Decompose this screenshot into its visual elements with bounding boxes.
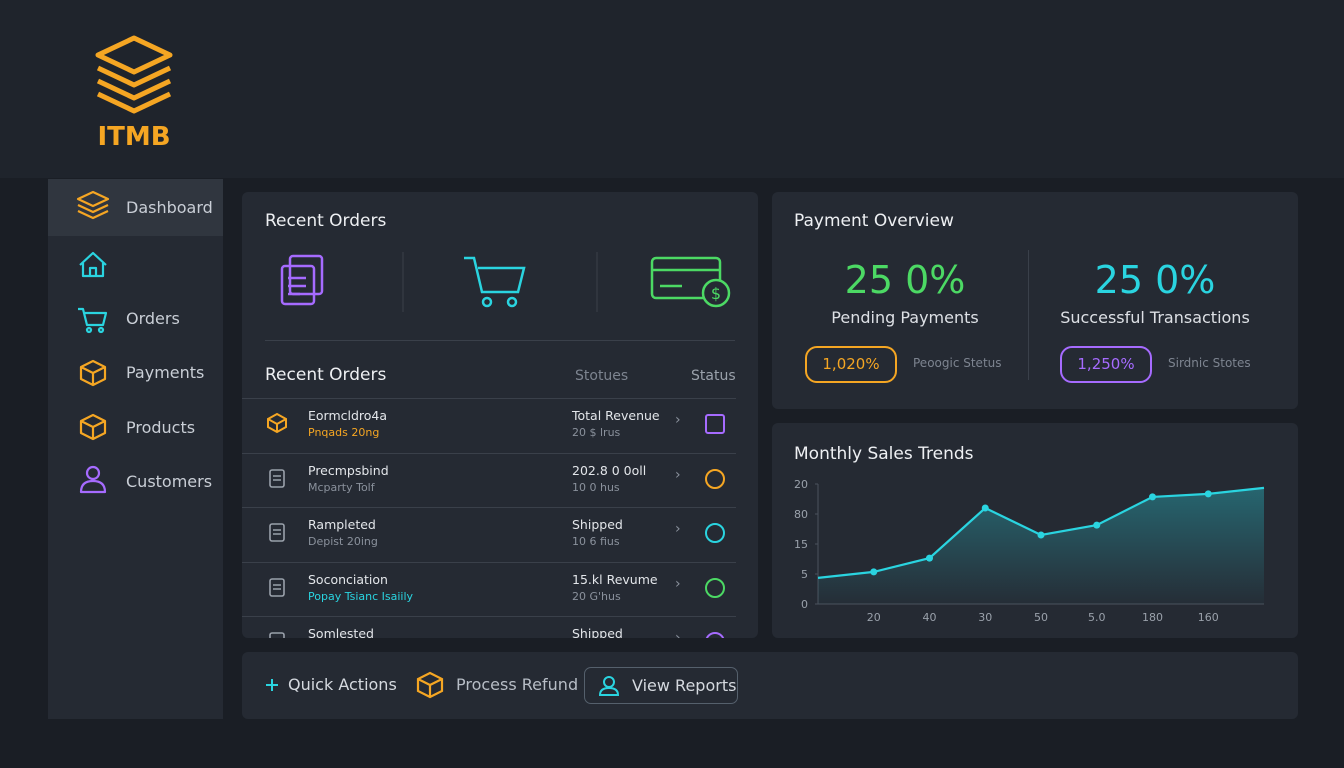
order-info-sub: 10 6 fius [572,535,620,548]
order-name: Rampleted [308,517,376,532]
logo-icon: ITMB [95,35,173,150]
row-icon [266,521,288,543]
view-reports-button[interactable]: View Reports [584,667,738,704]
column-header: Status [691,368,736,384]
sidebar-active [48,179,223,236]
order-name: Precmpsbind [308,462,389,478]
button-label[interactable]: View Reports [632,676,737,695]
chevron: › [675,521,681,537]
order-name: Eormcldro4a [308,408,388,423]
status-icon [705,523,725,543]
order-info-sub: 20 $ lrus [572,426,621,439]
order-info-sub: 20 G'hus [572,589,621,603]
nav-item[interactable]: Dashboard [126,198,213,217]
row-divider [242,507,736,508]
chevron: › [675,575,681,592]
point [1204,490,1212,498]
order-name: Soconciation [308,571,388,587]
chevron: › [675,630,681,638]
recent-orders-card: Recent Orders $ Recent Orders Stotues St… [242,192,758,638]
order-info: Shipped [572,626,623,638]
y-tick-label: 0 [801,598,808,611]
y-tick-label: 15 [794,538,808,551]
stat-badge: 1,250% [1060,346,1152,383]
header [0,0,1344,178]
divider [1028,250,1029,380]
status-icon [705,468,725,489]
x-tick-label: 5.0 [1088,611,1106,624]
nav-item[interactable]: Payments [126,363,205,382]
row-divider [242,398,736,399]
row-icon [266,467,288,489]
point [1149,493,1156,501]
x-tick-label: 30 [978,611,992,624]
point [1037,531,1045,539]
stat-note: Peoogic Stetus [913,356,1002,370]
svg-text:$: $ [711,284,721,303]
point [926,554,933,562]
row-divider [242,616,736,617]
row-icon [266,630,288,638]
chart-title: Monthly Sales Trends [794,444,974,464]
point [870,568,878,576]
stat-value: 25 0% [1094,258,1216,302]
x-tick-label: 160 [1198,611,1219,624]
action[interactable]: Quick Actions [288,675,397,694]
order-name: Somlested [308,626,374,638]
order-info: 202.8 0 0oll [572,462,647,478]
quick-actions: Quick Actions Process Refund View Report… [242,652,1298,719]
y-tick-label: 80 [794,508,808,521]
y-tick-label: 5 [801,568,808,581]
order-sub: Depist 20ing [308,535,378,548]
chart: 0 5 15 80 20 20 40 30 50 5.0 180 160 [794,478,1265,624]
x-tick-label: 50 [1034,611,1048,624]
order-sub: Popay Tsianc Isaiily [308,589,414,603]
chevron: › [675,412,681,428]
sidebar [48,179,223,719]
row-divider [242,452,736,454]
chevron: › [675,466,681,483]
order-info-sub: 10 0 hus [572,480,620,494]
card-title: Payment Overview [794,211,954,231]
nav-item[interactable]: Products [126,418,196,437]
nav-item[interactable]: Customers [126,472,213,491]
point [1093,521,1101,529]
stat-value: 25 0% [844,258,966,302]
order-info: Shipped [572,517,623,532]
order-sub: Pnqads 20ng [308,426,380,439]
nav-item[interactable]: Orders [126,309,180,328]
point [981,504,989,512]
row-icon [266,412,288,434]
stat-label: Pending Payments [831,308,979,327]
order-info: 15.kl Revume [572,571,658,587]
payment-card: Payment Overview 25 0% Pending Payments 1,… [772,192,1298,409]
row-icon [266,576,288,598]
card-title: Recent Orders [265,211,387,231]
area [818,487,1264,604]
stat-label: Successful Transactions [1060,308,1250,327]
x-tick-label: 40 [923,611,937,624]
stat-note: Sirdnic Stotes [1168,356,1251,370]
divider [265,340,735,341]
status-icon [705,632,725,638]
order-info: Total Revenue [572,408,660,423]
status-icon [705,414,725,434]
x-tick-label: 20 [867,611,881,624]
list-title: Recent Orders [265,365,387,385]
column-header: Stotues [575,368,629,384]
order-icons: $ [280,252,731,312]
action[interactable]: Process Refund [456,675,579,694]
row-divider [242,561,736,563]
stat-badge: 1,020% [805,346,897,383]
x-tick-label: 180 [1142,611,1163,624]
logo-text: ITMB [97,122,170,150]
sidebar-icons [76,190,110,494]
order-sub: Mcparty Tolf [308,480,375,494]
y-tick-label: 20 [794,478,808,491]
action-icons [266,671,444,699]
status-icon [705,577,725,598]
chart-card: Monthly Sales Trends 0 5 15 80 20 20 40 30 50 5.0… [772,423,1298,638]
